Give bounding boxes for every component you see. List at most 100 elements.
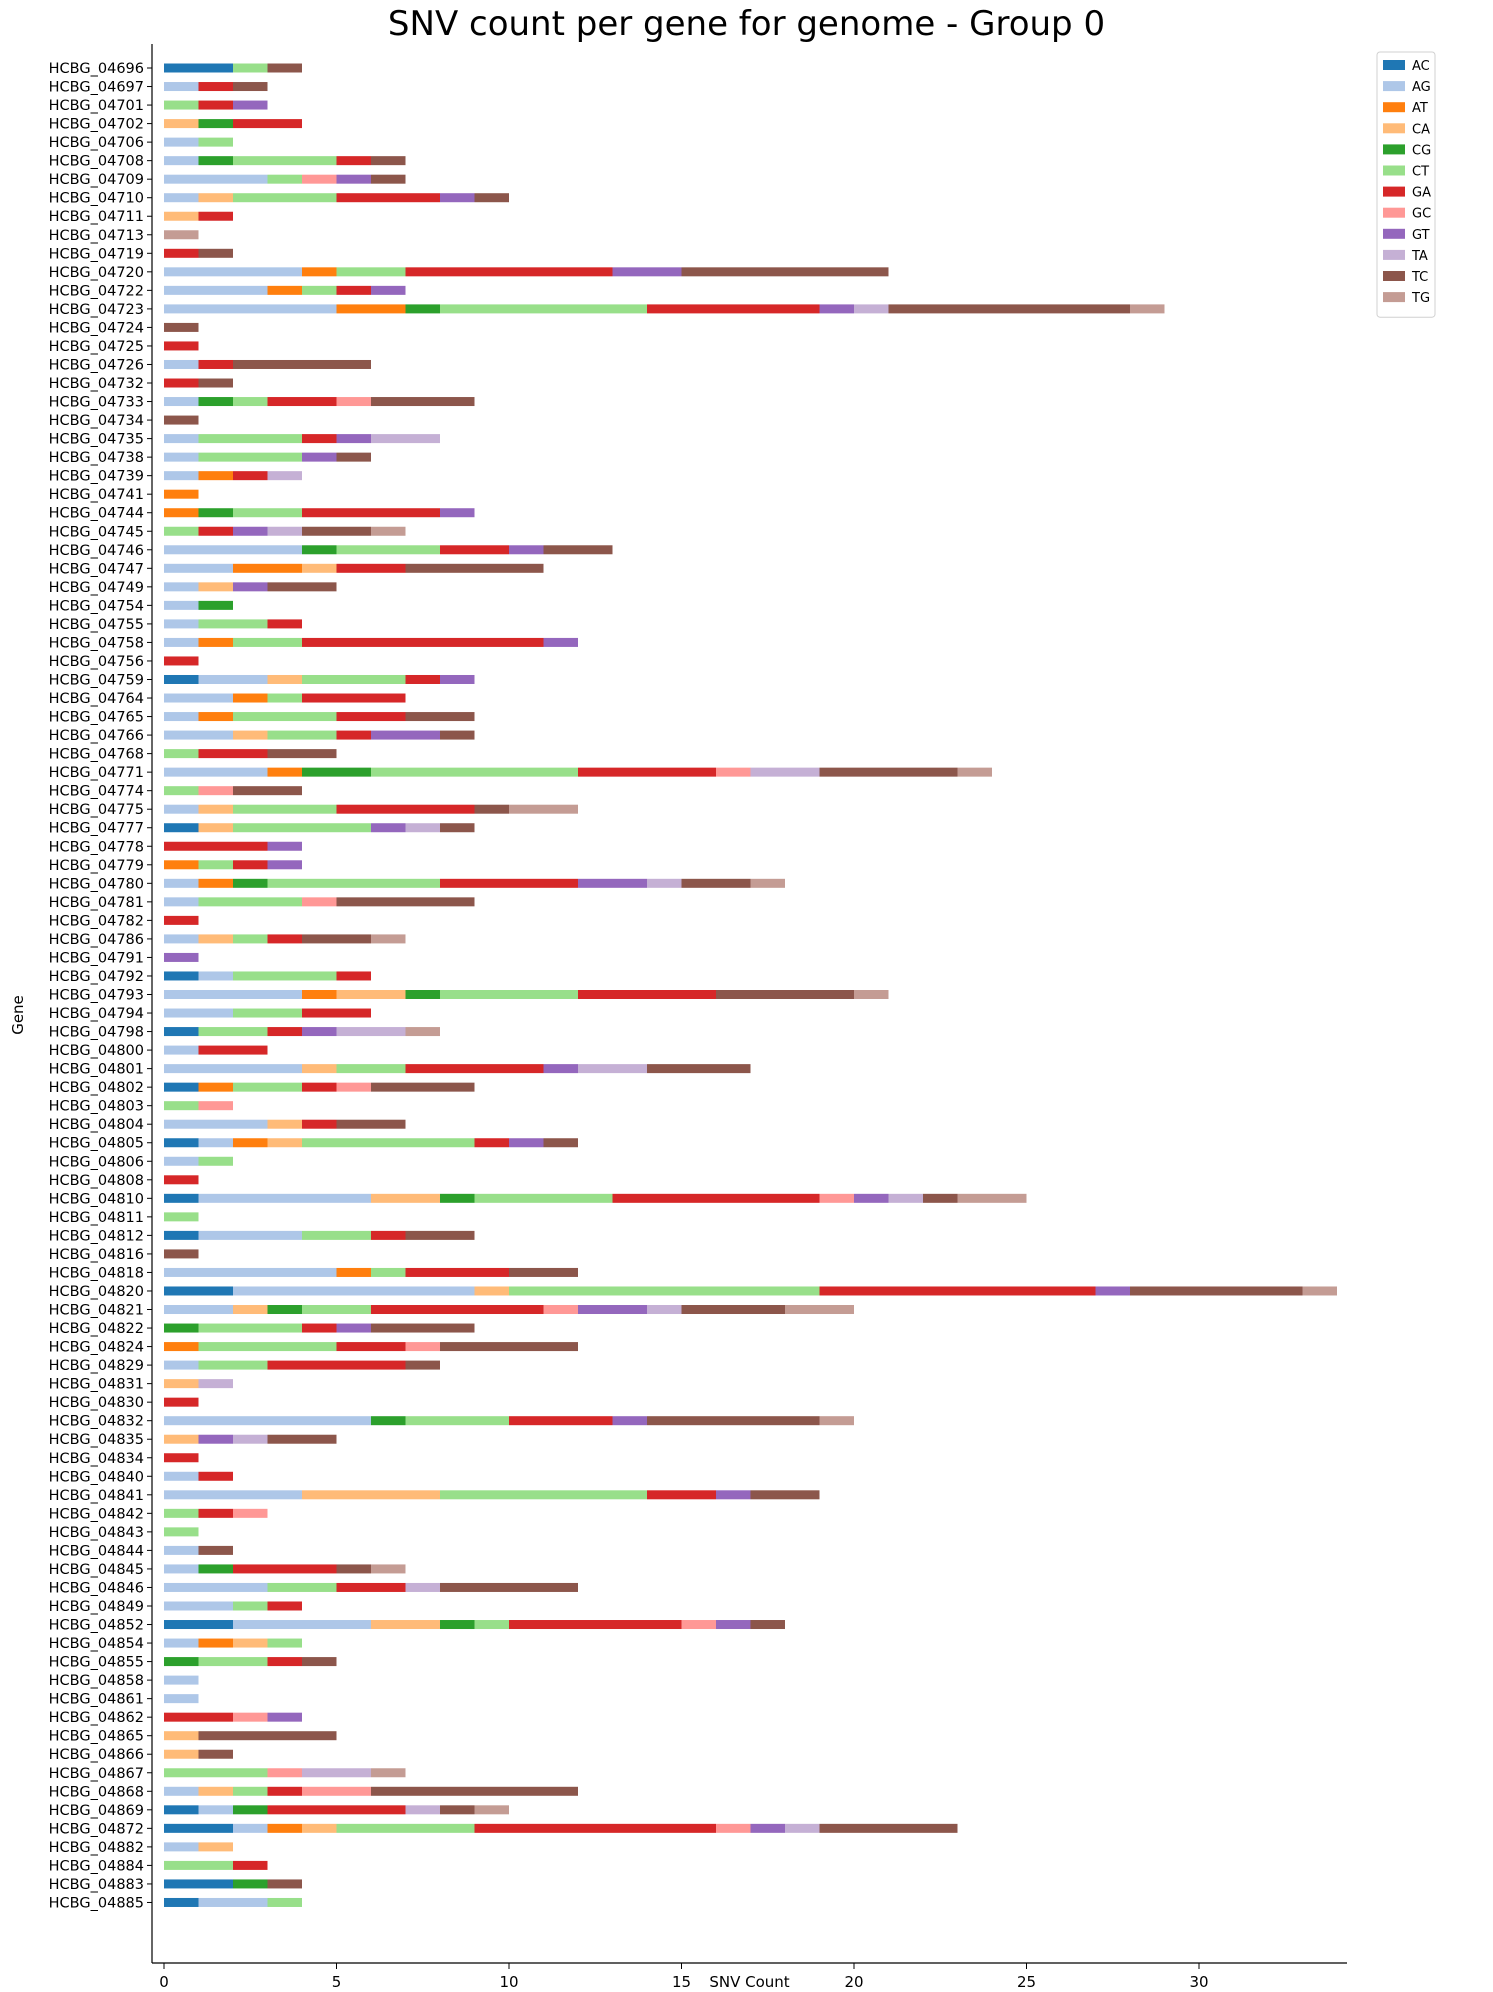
bar-segment-CT [302, 1305, 371, 1315]
bar-segment-TC [440, 1342, 578, 1352]
bar-segment-GA [302, 1119, 337, 1129]
bar-segment-AG [164, 990, 302, 999]
bar-segment-GA [336, 804, 475, 814]
y-tick-label: HCBG_04766 [49, 728, 144, 744]
bar-segment-CT [198, 897, 302, 907]
bar-segment-AG [164, 563, 233, 573]
bar-segment-CT [164, 1508, 199, 1518]
bar-segment-TC [336, 1119, 406, 1129]
bar-segment-CT [233, 1786, 268, 1796]
y-tick-label: HCBG_04719 [49, 246, 144, 262]
bar-segment-TC [198, 248, 233, 258]
y-tick-label: HCBG_04854 [49, 1636, 144, 1652]
bar-segment-GA [164, 841, 268, 851]
bar-segment-AG [164, 1360, 199, 1370]
bar-segment-GA [164, 1175, 199, 1185]
bar-segment-GA [578, 767, 716, 777]
bar-segment-CT [371, 767, 578, 777]
bar-segment-TC [267, 1879, 302, 1889]
y-tick-label: HCBG_04726 [49, 357, 144, 373]
bar-segment-TG [371, 934, 406, 944]
bar-segment-GC [405, 1342, 440, 1352]
y-tick-label: HCBG_04868 [49, 1784, 144, 1800]
bar-segment-GA [336, 285, 371, 295]
bar-segment-TC [267, 1434, 337, 1444]
legend-label-GT: GT [1412, 228, 1430, 243]
bar-segment-AG [164, 1582, 268, 1592]
bar-segment-GT [440, 508, 475, 518]
y-tick-label: HCBG_04741 [49, 487, 144, 503]
bar-segment-TG [819, 1416, 854, 1426]
bar-segment-CT [233, 1601, 268, 1611]
bar-segment-CT [198, 1657, 268, 1667]
bar-segment-AG [164, 1564, 199, 1574]
bar-segment-GA [164, 1453, 199, 1463]
bar-segment-TG [164, 230, 199, 240]
y-tick-label: HCBG_04872 [49, 1821, 144, 1837]
bar-segment-AG [233, 1823, 268, 1833]
bar-segment-AG [164, 137, 199, 147]
bar-segment-GA [198, 1045, 268, 1055]
bar-segment-GA [336, 563, 406, 573]
bar-segment-GC [716, 767, 751, 777]
bar-segment-CT [198, 860, 233, 870]
bar-segment-GT [543, 1064, 578, 1074]
bar-segment-TC [198, 1545, 233, 1555]
bar-segment-GT [578, 878, 647, 888]
bar-segment-AG [233, 1286, 475, 1296]
bar-segment-GA [336, 1582, 406, 1592]
bar-segment-CT [233, 934, 268, 944]
bar-segment-GA [267, 1360, 406, 1370]
bar-segment-GC [233, 1712, 268, 1722]
bar-segment-AG [164, 1471, 199, 1481]
bar-segment-CT [198, 1323, 302, 1333]
y-tick-label: HCBG_04885 [49, 1895, 144, 1911]
y-tick-label: HCBG_04759 [49, 672, 144, 688]
bar-segment-CA [164, 1749, 199, 1759]
bar-segment-GC [681, 1620, 716, 1630]
bar-segment-GT [750, 1823, 785, 1833]
bar-segment-CT [336, 1064, 406, 1074]
bar-segment-CT [474, 1193, 613, 1203]
bar-segment-CA [233, 730, 268, 740]
bar-segment-CT [267, 174, 302, 184]
bar-segment-AC [164, 823, 199, 833]
bar-segment-CA [198, 804, 233, 814]
legend-label-AT: AT [1412, 101, 1428, 116]
bar-segment-AG [164, 1119, 268, 1129]
y-tick-label: HCBG_04771 [49, 765, 144, 781]
bar-segment-AG [164, 934, 199, 944]
legend-swatch-TG [1383, 292, 1405, 303]
bar-segment-GT [233, 100, 268, 110]
bar-segment-CT [198, 619, 268, 629]
y-tick-label: HCBG_04734 [49, 413, 144, 429]
bar-segment-CA [198, 582, 233, 592]
bar-segment-GA [405, 674, 440, 684]
bar-segment-CG [198, 600, 233, 610]
bar-segment-AG [233, 1620, 371, 1630]
bar-segment-CT [405, 1416, 509, 1426]
bar-segment-AG [164, 1786, 199, 1796]
bar-segment-AC [164, 1027, 199, 1037]
bar-segment-CT [164, 1768, 268, 1778]
bar-segment-GC [336, 1082, 371, 1092]
legend-swatch-GC [1383, 207, 1405, 218]
bar-segment-GA [578, 990, 716, 999]
bar-segment-TC [302, 934, 371, 944]
legend-label-TC: TC [1411, 270, 1428, 285]
bar-segment-GA [198, 1508, 233, 1518]
bar-segment-AG [164, 397, 199, 407]
bar-segment-AG [164, 1490, 302, 1500]
bar-segment-CG [198, 397, 233, 407]
y-tick-label: HCBG_04841 [49, 1488, 144, 1504]
x-tick-label: 30 [1189, 1973, 1208, 1991]
bar-segment-TC [681, 267, 889, 277]
bar-segment-TC [233, 82, 268, 92]
bar-segment-GT [336, 434, 371, 444]
bar-segment-AG [164, 600, 199, 610]
bar-segment-AG [164, 304, 337, 314]
bar-segment-GA [474, 1138, 509, 1148]
y-tick-label: HCBG_04722 [49, 283, 144, 299]
bar-segment-GA [267, 619, 302, 629]
